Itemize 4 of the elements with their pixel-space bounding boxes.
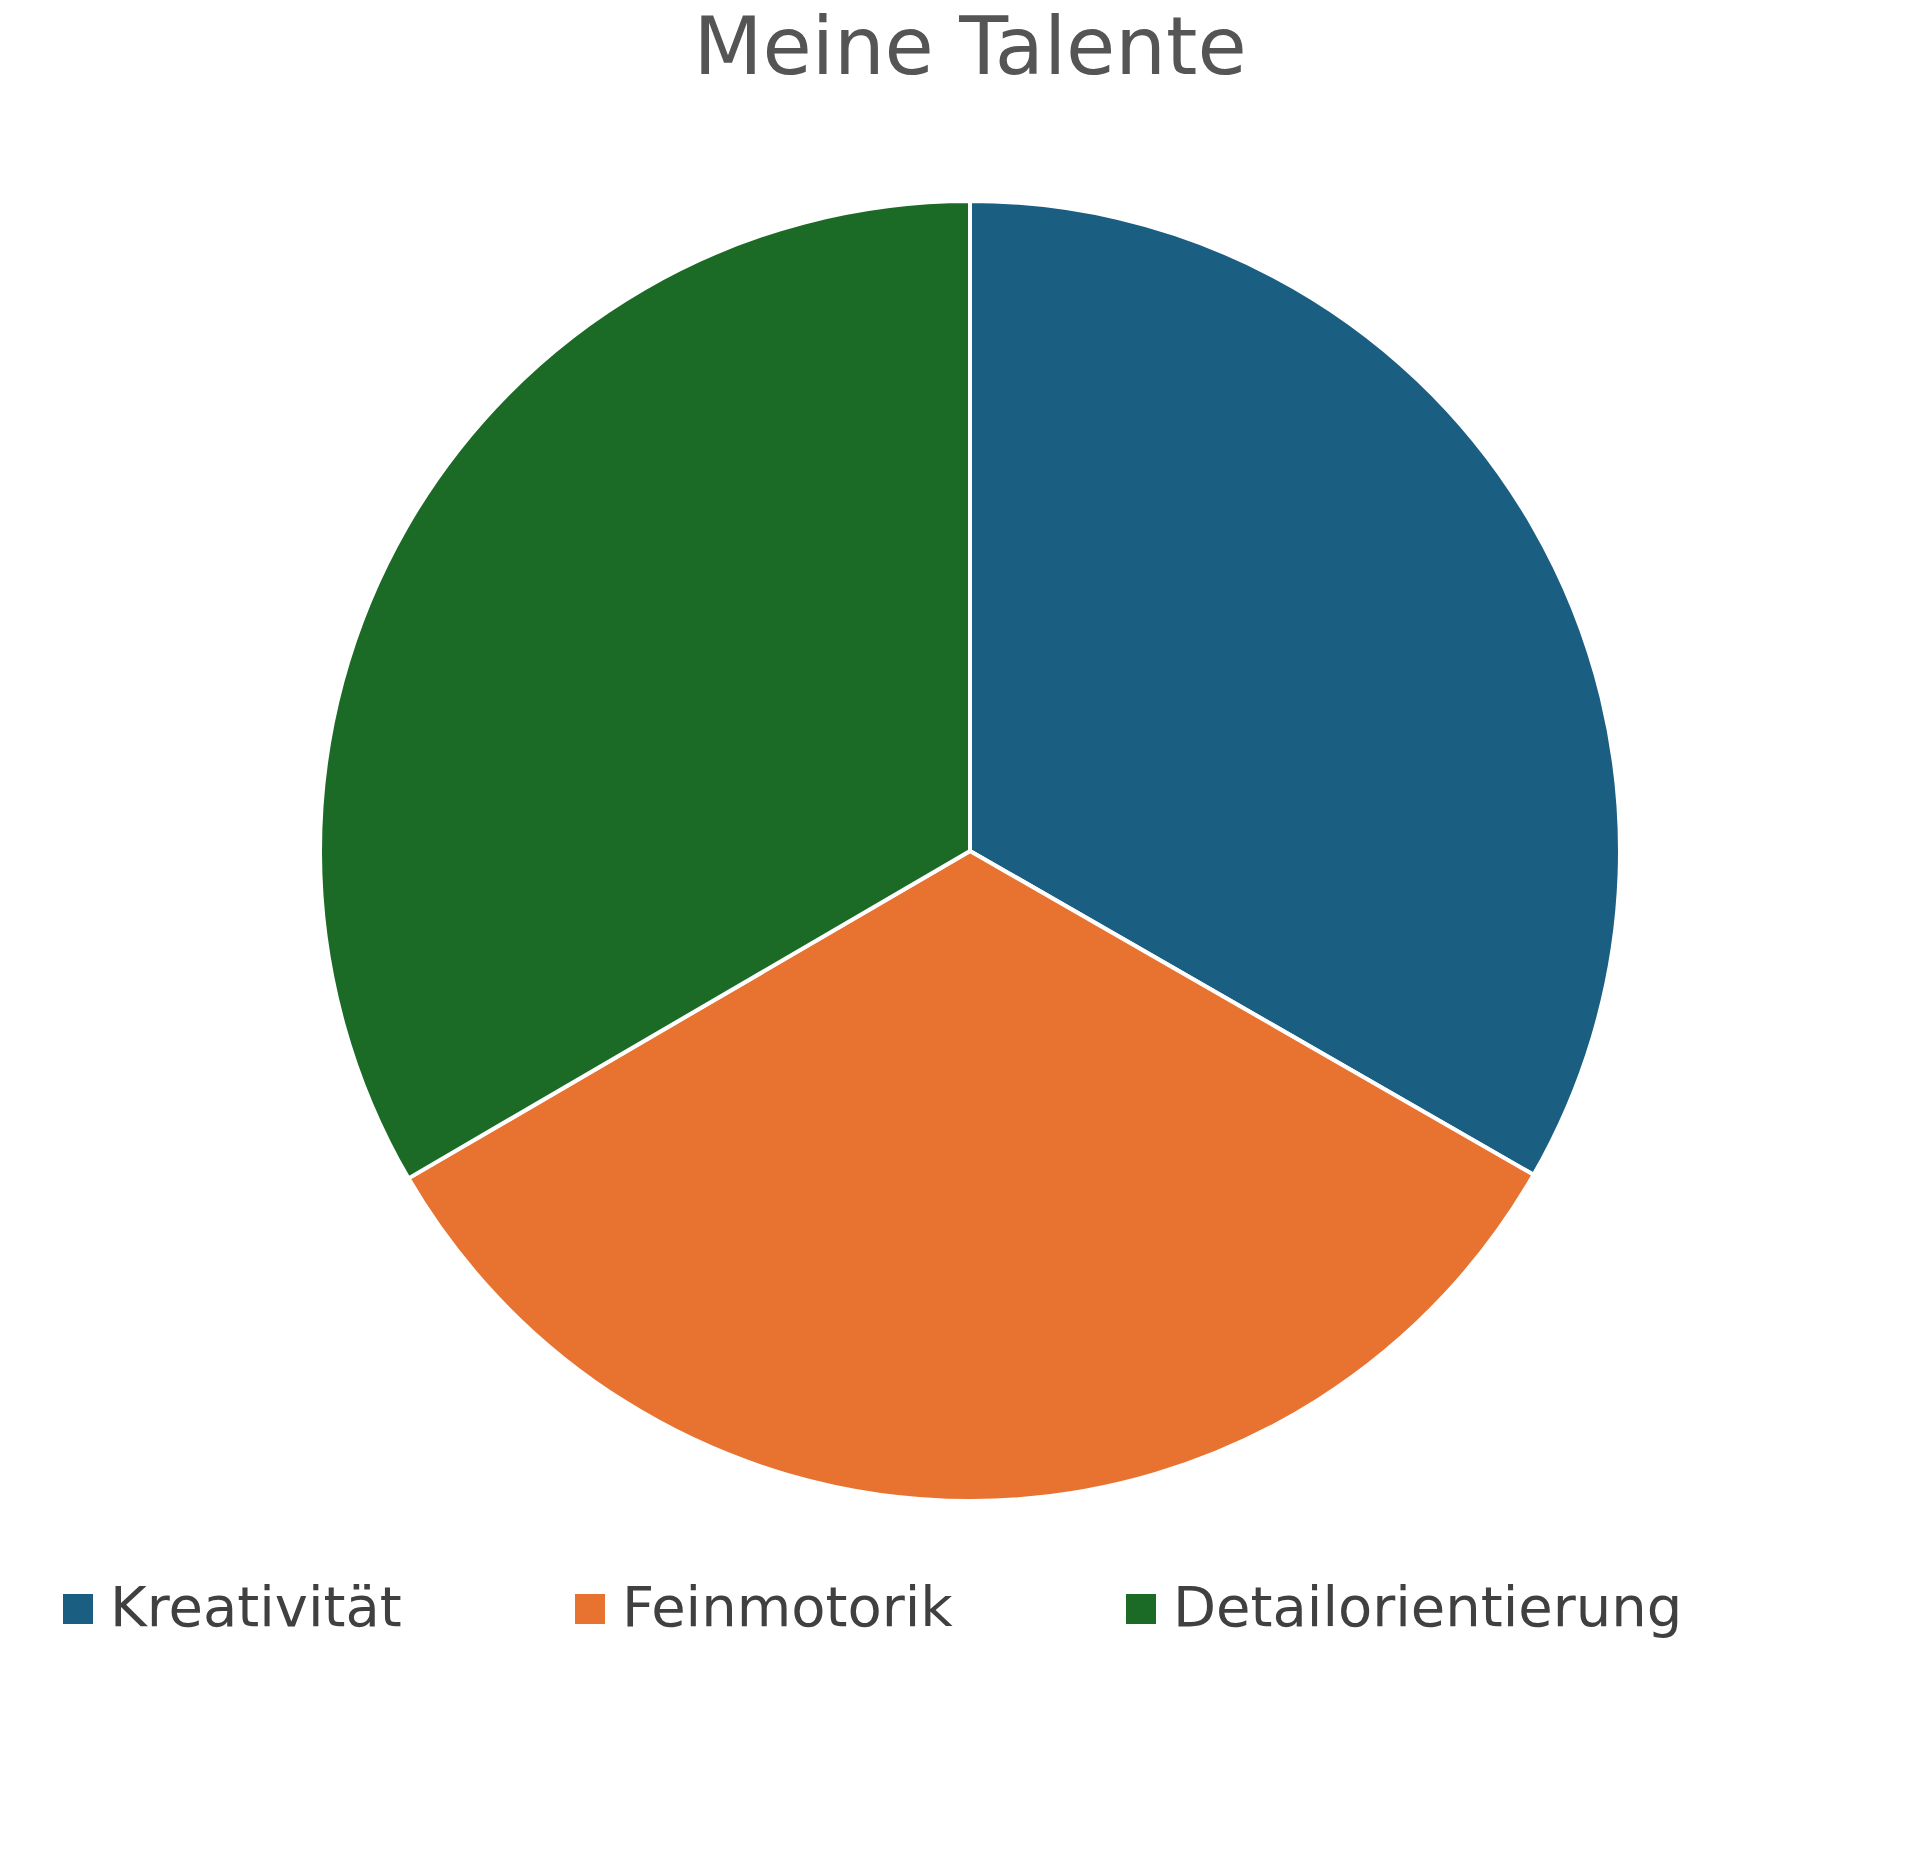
legend-label: Detailorientierung: [1173, 1574, 1683, 1639]
legend-label: Feinmotorik: [622, 1574, 954, 1639]
chart-title: Meine Talente: [693, 0, 1247, 93]
legend-label: Kreativität: [110, 1574, 402, 1639]
